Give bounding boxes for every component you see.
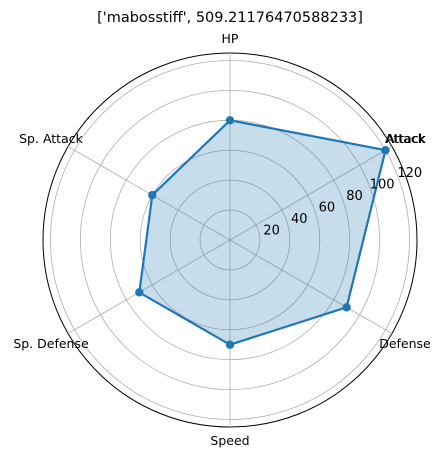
r-tick-label: 100 xyxy=(370,178,395,193)
category-label: HP xyxy=(222,31,239,46)
data-point xyxy=(225,116,235,125)
data-point xyxy=(148,190,157,200)
chart-title: ['mabosstiff', 509.21176470588233] xyxy=(97,10,363,26)
category-label-duplicate: Attack xyxy=(386,131,427,146)
category-label: Attack xyxy=(385,131,426,146)
category-label: Speed xyxy=(210,433,249,448)
r-tick-label: 40 xyxy=(291,212,308,227)
series-area xyxy=(139,120,386,345)
category-label: Defense xyxy=(379,336,431,351)
data-point xyxy=(135,288,144,297)
r-tick-label: 120 xyxy=(397,166,422,181)
r-tick-label: 20 xyxy=(263,224,280,239)
r-tick-label: 80 xyxy=(346,189,363,204)
category-label: Sp. Defense xyxy=(13,336,89,351)
data-point xyxy=(342,303,351,312)
axis-spoke xyxy=(229,239,393,334)
axis-spoke xyxy=(67,239,231,334)
category-label: Sp. Attack xyxy=(19,131,83,146)
series-layer xyxy=(135,116,390,349)
r-tick-label: 60 xyxy=(319,201,336,216)
data-point xyxy=(225,340,235,349)
grid-layer xyxy=(42,52,418,428)
data-point xyxy=(381,146,390,155)
axis-spoke xyxy=(229,146,393,241)
